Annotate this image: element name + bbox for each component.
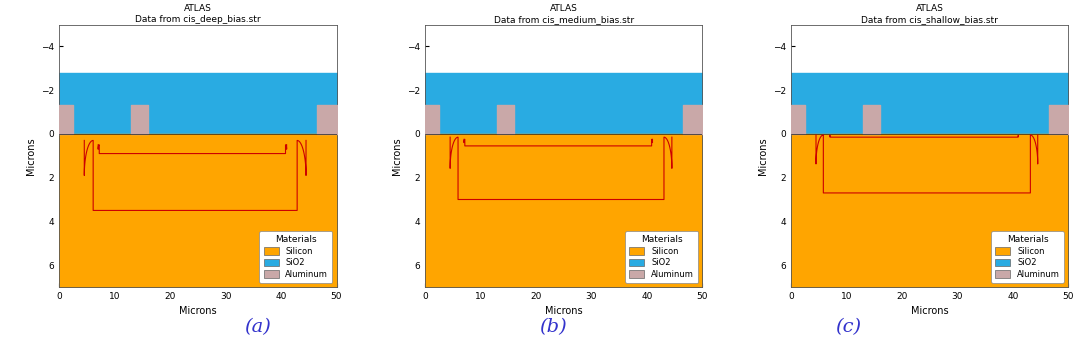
Y-axis label: Microns: Microns bbox=[757, 137, 767, 175]
Text: (a): (a) bbox=[245, 318, 271, 336]
X-axis label: Microns: Microns bbox=[545, 306, 583, 316]
X-axis label: Microns: Microns bbox=[179, 306, 217, 316]
X-axis label: Microns: Microns bbox=[911, 306, 948, 316]
Text: (c): (c) bbox=[835, 318, 861, 336]
Title: ATLAS
Data from cis_deep_bias.str: ATLAS Data from cis_deep_bias.str bbox=[135, 4, 261, 24]
Title: ATLAS
Data from cis_shallow_bias.str: ATLAS Data from cis_shallow_bias.str bbox=[861, 4, 998, 24]
Title: ATLAS
Data from cis_medium_bias.str: ATLAS Data from cis_medium_bias.str bbox=[494, 4, 633, 24]
Legend: Silicon, SiO2, Aluminum: Silicon, SiO2, Aluminum bbox=[992, 231, 1064, 283]
Text: (b): (b) bbox=[540, 318, 566, 336]
Y-axis label: Microns: Microns bbox=[26, 137, 36, 175]
Legend: Silicon, SiO2, Aluminum: Silicon, SiO2, Aluminum bbox=[626, 231, 698, 283]
Legend: Silicon, SiO2, Aluminum: Silicon, SiO2, Aluminum bbox=[259, 231, 332, 283]
Y-axis label: Microns: Microns bbox=[392, 137, 401, 175]
